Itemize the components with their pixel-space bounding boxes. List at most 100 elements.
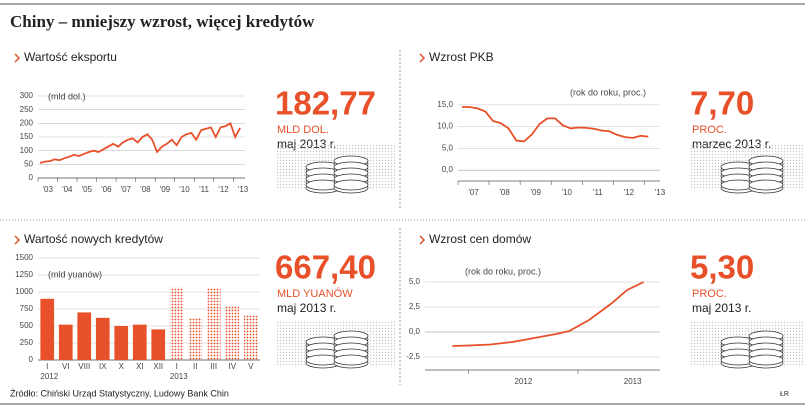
y-tick-label: 200: [20, 118, 34, 127]
highlight-unit: PROC.: [692, 124, 727, 136]
bar: [169, 287, 184, 360]
y-tick-label: 250: [20, 105, 34, 114]
x-tick-label: I: [46, 362, 48, 371]
highlight-unit: PROC.: [692, 288, 727, 300]
y-tick-label: 10,0: [437, 122, 453, 131]
x-tick-label: III: [210, 362, 217, 371]
unit-label: (mld yuanów): [48, 269, 102, 279]
y-tick-label: 750: [20, 304, 34, 313]
y-tick-label: 500: [20, 321, 34, 330]
x-tick-label: '04: [62, 185, 73, 194]
bar: [225, 306, 240, 360]
x-tick-label: V: [248, 362, 254, 371]
y-tick-label: 0,0: [442, 165, 454, 174]
highlight-value: 182,77: [275, 85, 376, 122]
title-marker: [419, 53, 426, 63]
y-tick-label: 5,0: [409, 277, 421, 286]
x-tick-label: '07: [121, 185, 132, 194]
bar: [40, 298, 55, 360]
y-tick-label: 300: [20, 91, 34, 100]
x-tick-label: '07: [468, 188, 479, 197]
panel-title: Wartość nowych kredytów: [24, 232, 163, 246]
x-tick-label: '08: [499, 188, 510, 197]
x-tick-label: X: [119, 362, 125, 371]
y-tick-label: 5,0: [442, 143, 454, 152]
y-tick-label: 0: [29, 173, 34, 182]
bar: [243, 314, 258, 360]
coin: [333, 354, 369, 366]
x-tick-label: '11: [199, 185, 209, 194]
source: Źródło: Chiński Urząd Statystyczny, Ludo…: [10, 388, 229, 398]
y-tick-label: 100: [20, 146, 34, 155]
x-tick-label: '12: [218, 185, 229, 194]
bar: [132, 324, 147, 360]
x-tick-label: XII: [153, 362, 163, 371]
y-tick-label: 1500: [15, 253, 33, 262]
bar: [114, 326, 129, 360]
x-tick-label: '11: [593, 188, 603, 197]
bar: [77, 312, 92, 360]
line-series: [461, 106, 649, 143]
page-title: Chiny – mniejszy wzrost, więcej kredytów: [10, 12, 315, 31]
y-tick-label: 150: [20, 132, 34, 141]
x-tick-label: IV: [228, 362, 236, 371]
y-tick-label: 15,0: [437, 100, 453, 109]
panel-title: Wartość eksportu: [24, 50, 117, 64]
x-tick-label: '03: [43, 185, 54, 194]
x-tick-label: '06: [101, 185, 112, 194]
x-tick-label: '13: [238, 185, 249, 194]
unit-label: (mld dol.): [48, 91, 86, 101]
highlight-unit: MLD DOL.: [277, 124, 329, 136]
y-tick-label: -2,5: [406, 352, 420, 361]
y-tick-label: 0: [29, 355, 34, 364]
x-tick-label: 2013: [624, 377, 642, 386]
highlight-value: 667,40: [275, 249, 376, 286]
x-tick-label: XI: [136, 362, 144, 371]
unit-label: (rok do roku, proc.): [465, 266, 541, 276]
y-tick-label: 1000: [15, 287, 33, 296]
panel-title: Wzrost cen domów: [429, 232, 531, 246]
bar: [151, 329, 166, 360]
line-series: [39, 121, 241, 164]
bar: [58, 324, 73, 360]
y-tick-label: 250: [20, 338, 34, 347]
unit-label: (rok do roku, proc.): [570, 87, 646, 97]
x-tick-label: '12: [624, 188, 635, 197]
credit: ŁR: [780, 391, 789, 398]
title-marker: [419, 235, 426, 245]
group-label: 2012: [40, 372, 58, 381]
x-tick-label: 2012: [514, 377, 532, 386]
x-tick-label: '13: [655, 188, 666, 197]
bar: [206, 287, 221, 360]
bar: [95, 317, 110, 360]
coin: [748, 179, 784, 191]
x-tick-label: VIII: [78, 362, 90, 371]
highlight-unit: MLD YUANÓW: [277, 287, 353, 300]
panel-title: Wzrost PKB: [429, 50, 494, 64]
title-marker: [14, 235, 21, 245]
y-tick-label: 2,5: [409, 302, 421, 311]
title-marker: [14, 53, 21, 63]
highlight-value: 7,70: [690, 85, 754, 122]
coin: [748, 354, 784, 366]
highlight-date: maj 2013 r.: [277, 301, 336, 315]
x-tick-label: '09: [160, 185, 171, 194]
x-tick-label: VI: [62, 362, 70, 371]
x-tick-label: '05: [82, 185, 93, 194]
x-tick-label: '08: [140, 185, 151, 194]
highlight-value: 5,30: [690, 249, 754, 286]
y-tick-label: 1250: [15, 270, 33, 279]
x-tick-label: II: [193, 362, 197, 371]
coin: [333, 179, 369, 191]
line-series: [452, 281, 644, 347]
x-tick-label: '09: [530, 188, 541, 197]
group-label: 2013: [170, 372, 188, 381]
x-tick-label: IX: [99, 362, 107, 371]
x-tick-label: '10: [179, 185, 190, 194]
x-tick-label: '10: [562, 188, 573, 197]
x-tick-label: I: [176, 362, 178, 371]
highlight-date: maj 2013 r.: [692, 301, 751, 315]
y-tick-label: 0,0: [409, 327, 421, 336]
bar: [188, 317, 203, 360]
